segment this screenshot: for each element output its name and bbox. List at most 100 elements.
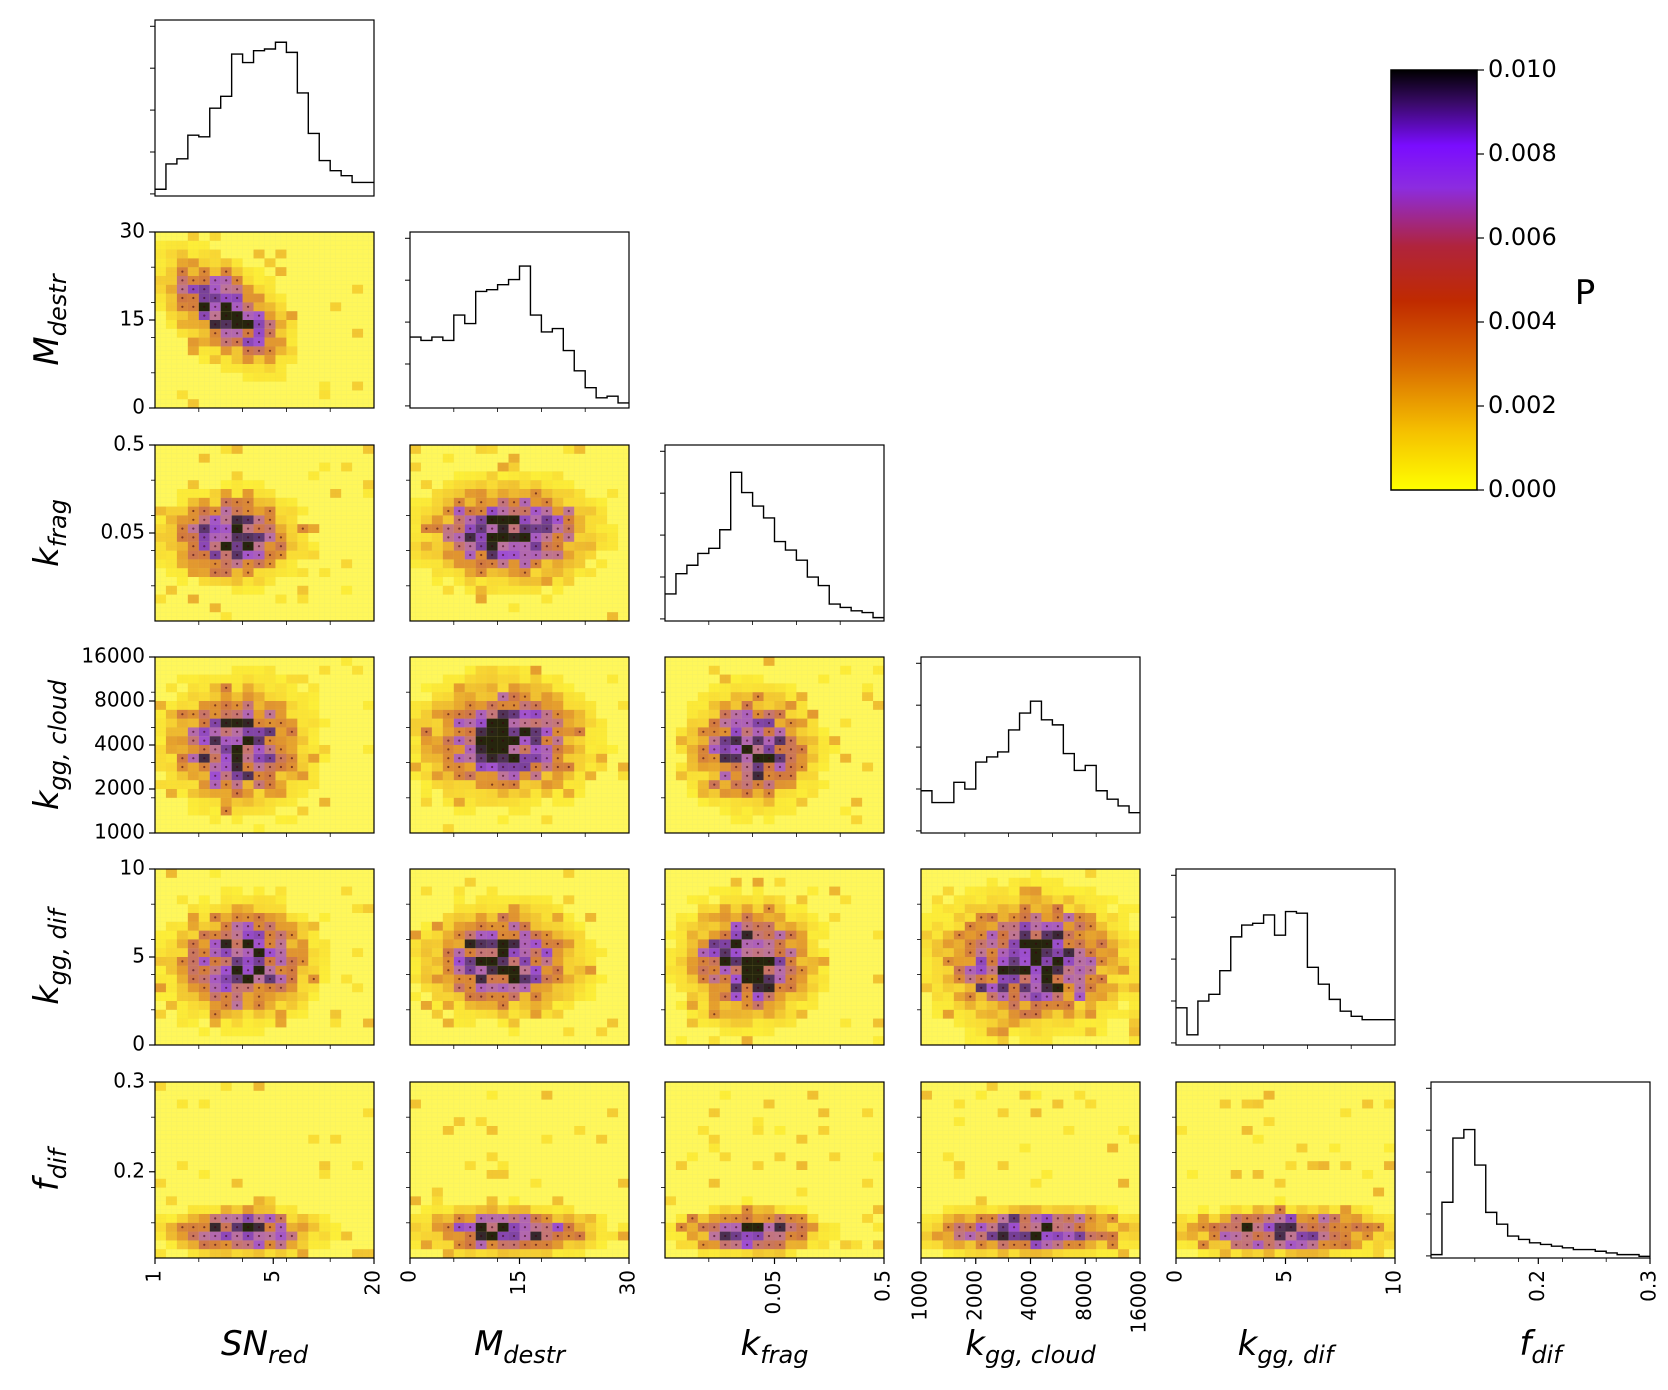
heatmap-cell [675, 727, 687, 737]
heatmap-cell [1230, 1205, 1242, 1214]
heatmap-cell [574, 550, 586, 560]
heatmap-cell [741, 904, 753, 913]
heatmap-cell [155, 957, 166, 966]
heatmap-cell [442, 992, 454, 1001]
sample-marker [1202, 1226, 1205, 1229]
sample-marker [523, 562, 527, 565]
sample-marker [279, 1234, 283, 1238]
heatmap-cell [1129, 1240, 1140, 1250]
sample-marker [257, 1243, 261, 1246]
sample-marker [236, 553, 239, 557]
heatmap-cell [297, 541, 309, 551]
sample-marker [746, 916, 749, 919]
panel-frame [409, 444, 630, 622]
sample-marker [534, 562, 538, 565]
sample-marker [480, 925, 483, 928]
y-tick-label: 10 [120, 856, 145, 880]
sample-marker [181, 960, 184, 963]
heatmap-cell [264, 302, 276, 312]
heatmap-cell [253, 355, 265, 364]
heatmap-cell [264, 692, 276, 701]
heatmap-cell [1318, 1249, 1330, 1258]
heatmap-cell [431, 983, 443, 993]
heatmap-cell [155, 753, 166, 763]
sample-marker [512, 748, 516, 751]
heatmap-cell [209, 869, 221, 878]
heatmap-cell [574, 992, 586, 1001]
heatmap-cell [508, 462, 520, 472]
sample-marker [491, 960, 494, 963]
sample-marker [268, 527, 272, 530]
heatmap-cell [198, 320, 210, 329]
heatmap-cell [220, 480, 232, 489]
heatmap-cell [319, 1170, 331, 1179]
heatmap-cell [1085, 904, 1097, 913]
heatmap-cell [231, 355, 243, 364]
sample-marker [203, 969, 206, 972]
heatmap-cell [176, 515, 188, 525]
sample-marker [724, 774, 727, 777]
heatmap-cell [286, 1240, 298, 1250]
heatmap-cell [618, 701, 629, 710]
sample-marker [257, 951, 261, 954]
heatmap-cell [319, 965, 331, 975]
heatmap-cell [796, 1134, 808, 1144]
heatmap-cell [453, 577, 465, 586]
heatmap-cell [420, 762, 432, 772]
sample-marker [279, 986, 283, 989]
sample-marker [447, 951, 450, 954]
heatmap-cell [1041, 1018, 1053, 1028]
sample-marker [1002, 951, 1005, 954]
heatmap-cell [796, 1009, 808, 1019]
heatmap-cell [1373, 1214, 1385, 1223]
heatmap-cell [807, 709, 819, 719]
sample-marker [469, 1234, 472, 1238]
heatmap-cell [1176, 1240, 1187, 1250]
sample-marker [735, 713, 738, 716]
sample-marker [458, 730, 461, 733]
sample-marker [534, 536, 538, 539]
heatmap-cell [818, 921, 830, 931]
sample-marker [1023, 916, 1027, 919]
sample-marker [512, 739, 516, 742]
sample-marker [268, 509, 272, 513]
sample-marker [1023, 995, 1027, 998]
sample-marker [767, 1234, 771, 1238]
colorbar-title: P [1575, 273, 1596, 313]
heatmap-cell [986, 921, 998, 931]
heatmap-cell [1307, 1205, 1319, 1214]
sample-marker [523, 518, 527, 521]
sample-marker [523, 527, 527, 530]
heatmap-cell [220, 1018, 232, 1028]
heatmap-cell [410, 762, 421, 772]
heatmap-cell [497, 665, 509, 675]
heatmap-cell [921, 1240, 932, 1250]
heatmap-cell [563, 692, 575, 701]
sample-marker [1089, 960, 1092, 963]
sample-marker [225, 545, 228, 548]
heatmap-cell [508, 1205, 520, 1214]
heatmap-cell [420, 753, 432, 763]
heatmap-cell [774, 1018, 786, 1028]
panel-frame [409, 656, 630, 834]
heatmap-cell [187, 930, 199, 940]
heatmap-cell [275, 524, 287, 533]
heatmap-cell [442, 489, 454, 498]
heatmap-cell [187, 1205, 199, 1214]
heatmap-cell [431, 921, 443, 931]
sample-marker [556, 765, 559, 769]
heatmap-cell [796, 718, 808, 728]
heatmap-cell [530, 665, 542, 675]
heatmap-cell [308, 992, 320, 1001]
heatmap-cell [541, 1001, 553, 1010]
heatmap-cell [508, 471, 520, 481]
heatmap-cell [807, 1090, 819, 1100]
heatmap-cell [986, 886, 998, 896]
sample-marker [1045, 1226, 1049, 1229]
heatmap-cell [209, 1205, 221, 1214]
heatmap-cell [975, 1009, 987, 1019]
heatmap-cell [1085, 913, 1097, 922]
heatmap-cell [807, 965, 819, 975]
sample-marker [192, 1226, 195, 1229]
heatmap-cell [1118, 965, 1130, 975]
